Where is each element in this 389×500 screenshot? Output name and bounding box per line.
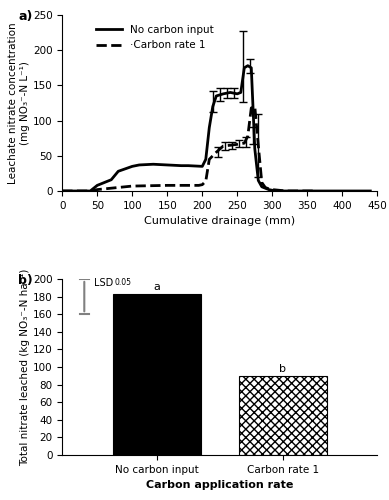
Text: a: a bbox=[153, 282, 160, 292]
Bar bbox=[113, 294, 201, 455]
Text: a): a) bbox=[18, 10, 33, 22]
Text: 0.05: 0.05 bbox=[114, 278, 131, 287]
Y-axis label: Total nitrate leached (kg NO₃⁻-N ha⁻¹): Total nitrate leached (kg NO₃⁻-N ha⁻¹) bbox=[20, 268, 30, 466]
X-axis label: Cumulative drainage (mm): Cumulative drainage (mm) bbox=[144, 216, 295, 226]
Text: b: b bbox=[279, 364, 286, 374]
Y-axis label: Leachate nitrate concentration
(mg NO₃⁻-N L⁻¹): Leachate nitrate concentration (mg NO₃⁻-… bbox=[9, 22, 30, 184]
Text: b): b) bbox=[18, 274, 33, 286]
X-axis label: Carbon application rate: Carbon application rate bbox=[146, 480, 293, 490]
Text: LSD: LSD bbox=[94, 278, 113, 288]
Bar bbox=[239, 376, 327, 455]
Legend: No carbon input, ·Carbon rate 1: No carbon input, ·Carbon rate 1 bbox=[93, 22, 217, 54]
